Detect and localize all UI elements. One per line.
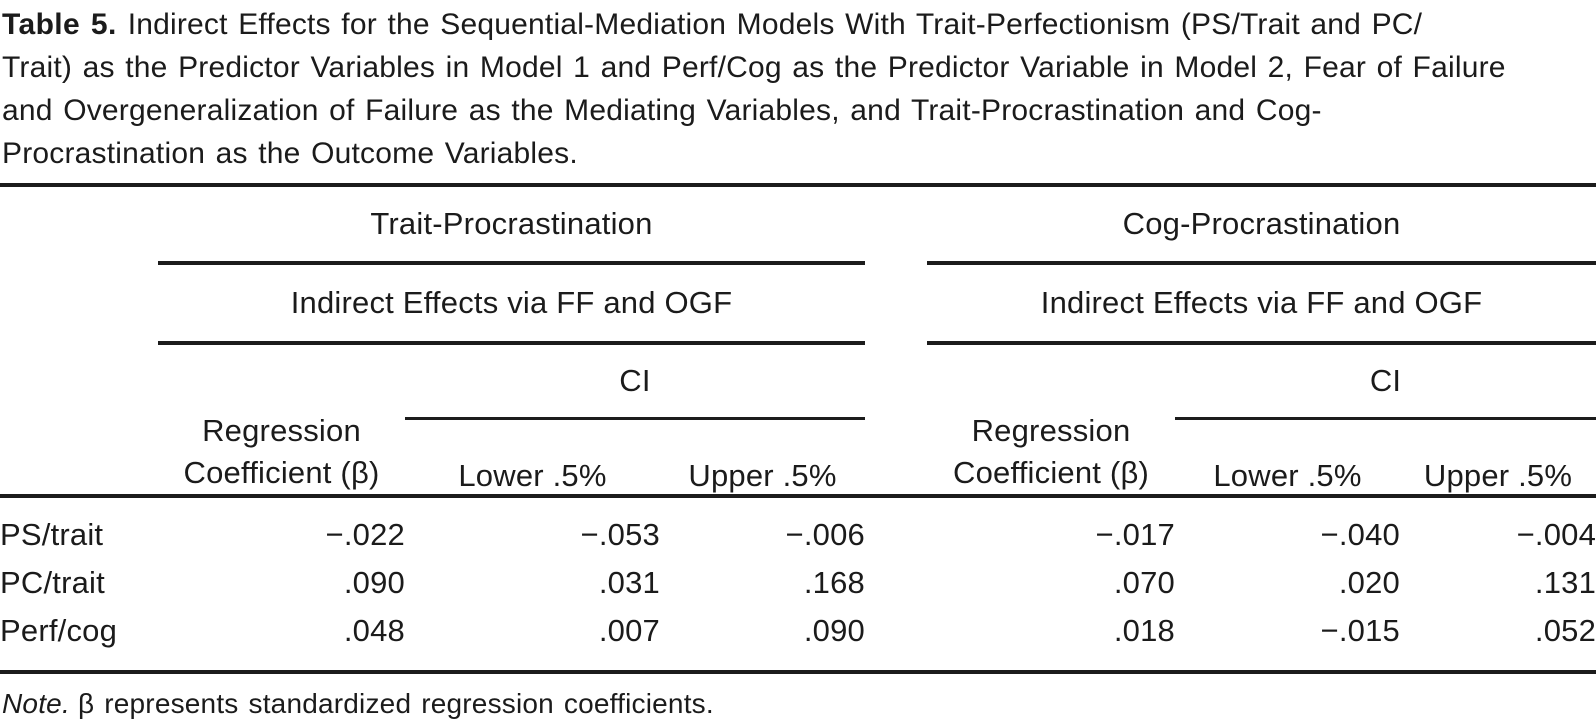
coefficient-header-line-1: Regression (971, 413, 1131, 448)
value-cell: −.022 (325, 517, 405, 552)
table-row-perf-cog: Perf/cog .048 .007 .090 .018 −.015 .052 (0, 607, 1596, 674)
caption-line-3: and Overgeneralization of Failure as the… (2, 94, 1322, 127)
gap-cell (865, 496, 927, 559)
value-cell: −.053 (580, 517, 660, 552)
note-label: Note. (2, 688, 70, 719)
value-cell: .090 (660, 607, 865, 674)
indirect-effects-table: Trait-Procrastination Cog-Procrastinatio… (0, 183, 1596, 674)
value-cell: .018 (927, 607, 1175, 674)
group-header-row: Trait-Procrastination Cog-Procrastinatio… (0, 185, 1596, 498)
table-caption: Table 5. Indirect Effects for the Sequent… (0, 0, 1596, 175)
ci-header-cog: CI (1175, 343, 1596, 420)
bounds-header-row: Lower .5% Upper .5% Lower .5% Upper .5% (0, 418, 1596, 498)
subtitle-header-row: Indirect Effects via FF and OGF Indirect… (0, 263, 1596, 345)
value-cell: .168 (803, 565, 865, 600)
value-cell: .070 (1113, 565, 1175, 600)
table-row-ps-trait: PS/trait −.022 −.053 −.006 −.017 −.040 −… (0, 496, 1596, 559)
caption-line-4: Procrastination as the Outcome Variables… (2, 137, 578, 170)
value-cell: −.017 (1095, 517, 1175, 552)
col-header-upper-trait: Upper .5% (660, 418, 865, 498)
gap-cell (865, 607, 927, 674)
group-header-cog-procrastination: Cog-Procrastination (927, 185, 1596, 265)
value-cell: −.040 (1320, 517, 1400, 552)
value-cell: .020 (1338, 565, 1400, 600)
subtitle-cog-group: Indirect Effects via FF and OGF (927, 263, 1596, 345)
ci-header-trait: CI (405, 343, 865, 420)
row-label: PS/trait (0, 517, 104, 552)
note-text: β represents standardized regression coe… (77, 688, 714, 719)
value-cell: −.004 (1516, 517, 1596, 552)
col-header-lower-trait: Lower .5% (405, 418, 660, 498)
value-cell: .048 (158, 607, 405, 674)
ci-header-row: Regression Coefficient (β) CI Regression… (0, 343, 1596, 498)
row-label: Perf/cog (0, 607, 158, 674)
caption-line-2: Trait) as the Predictor Variables in Mod… (2, 51, 1506, 84)
value-cell: −.015 (1175, 607, 1400, 674)
col-header-upper-cog: Upper .5% (1400, 418, 1596, 498)
table-number-label: Table 5. (2, 8, 117, 41)
value-cell: .131 (1534, 565, 1596, 600)
table-note: Note. β represents standardized regressio… (0, 688, 1596, 720)
value-cell: −.006 (785, 517, 865, 552)
caption-line-1: Table 5. Indirect Effects for the Sequent… (2, 3, 1596, 46)
col-header-regression-coefficient-trait: Regression Coefficient (β) (158, 343, 405, 498)
table-row-pc-trait: PC/trait .090 .031 .168 .070 .020 .131 (0, 559, 1596, 607)
col-header-regression-coefficient-cog: Regression Coefficient (β) (927, 343, 1175, 498)
value-cell: .052 (1400, 607, 1596, 674)
caption-text: Indirect Effects for the Sequential-Medi… (127, 8, 1423, 41)
stub-corner-cell (0, 185, 158, 498)
value-cell: .031 (598, 565, 660, 600)
row-label: PC/trait (0, 565, 105, 600)
coefficient-header-line-2: Coefficient (β) (183, 455, 380, 490)
col-header-lower-cog: Lower .5% (1175, 418, 1400, 498)
group-gap-cell (865, 185, 927, 498)
value-cell: .090 (343, 565, 405, 600)
coefficient-header-line-1: Regression (202, 413, 361, 448)
table-body: PS/trait −.022 −.053 −.006 −.017 −.040 −… (0, 496, 1596, 674)
group-header-trait-procrastination: Trait-Procrastination (158, 185, 865, 265)
subtitle-trait-group: Indirect Effects via FF and OGF (158, 263, 865, 345)
table-header: Trait-Procrastination Cog-Procrastinatio… (0, 185, 1596, 498)
value-cell: .007 (405, 607, 660, 674)
gap-cell (865, 559, 927, 607)
coefficient-header-line-2: Coefficient (β) (953, 455, 1149, 490)
